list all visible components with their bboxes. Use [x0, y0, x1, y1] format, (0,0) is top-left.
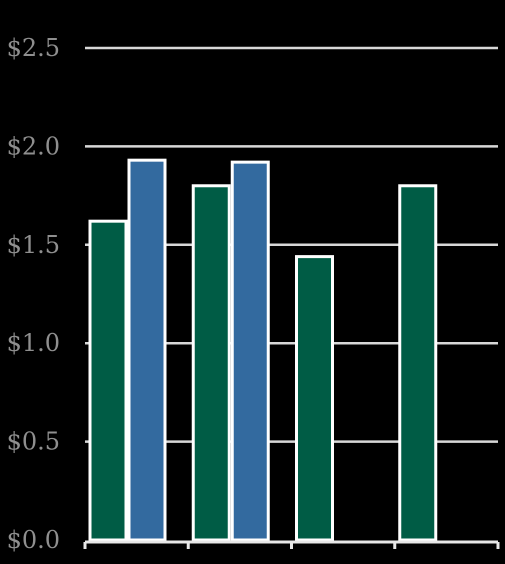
- y-tick-label: $2.5: [7, 34, 60, 62]
- y-tick-label: $2.0: [7, 132, 60, 160]
- bar-series-1-category-1: [88, 219, 128, 542]
- y-tick-label: $0.5: [7, 428, 60, 456]
- bar-series-2-category-2: [230, 160, 270, 542]
- y-tick-label: $0.0: [7, 526, 60, 554]
- y-axis-ticks: $0.0 $0.5 $1.0 $1.5 $2.0 $2.5: [7, 34, 60, 554]
- bars-layer: [88, 158, 438, 542]
- y-tick-label: $1.0: [7, 329, 60, 357]
- y-tick-label: $1.5: [7, 231, 60, 259]
- bar-series-2-category-1: [127, 158, 167, 542]
- x-axis: [83, 540, 500, 549]
- bar-series-1-category-3: [295, 255, 334, 542]
- bar-series-1-category-4: [398, 184, 438, 542]
- bar-series-1-category-2: [191, 184, 231, 542]
